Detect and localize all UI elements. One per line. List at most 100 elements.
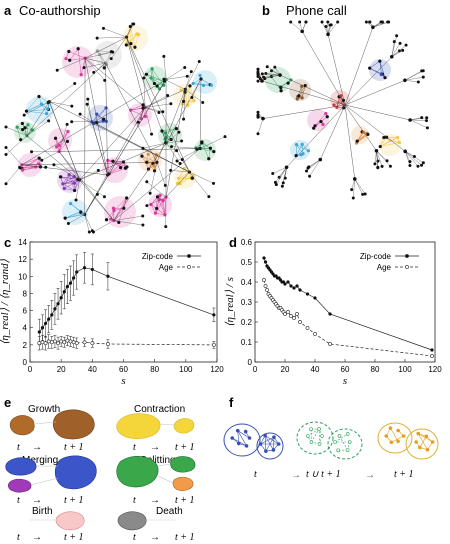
- data-point: [211, 342, 216, 347]
- death-t1: t + 1: [175, 532, 195, 543]
- panel-a-label: a: [4, 3, 12, 18]
- community-cluster: [62, 46, 94, 78]
- data-point: [212, 313, 216, 317]
- series-age: [262, 278, 434, 358]
- data-point: [37, 341, 42, 346]
- community-cluster: [18, 153, 43, 177]
- data-point: [292, 316, 296, 320]
- community-cluster: [48, 128, 72, 154]
- growth-event: Growth t → t + 1: [9, 404, 95, 453]
- death-label: Death: [156, 506, 183, 517]
- data-point: [106, 342, 110, 346]
- y-tick-label: 0.4: [241, 278, 253, 287]
- contraction-event: Contraction t → t + 1: [116, 404, 195, 453]
- splitting-t: t: [133, 495, 136, 506]
- splitting-label: Splitting: [140, 455, 176, 466]
- coauthorship-network: [4, 22, 227, 234]
- panel-e-label: e: [4, 395, 11, 410]
- panel-b-label: b: [262, 3, 270, 18]
- data-point: [106, 274, 110, 278]
- series-zip-code: [37, 252, 216, 346]
- death-event: Death t → t + 1: [117, 506, 195, 543]
- data-point: [283, 312, 287, 316]
- contraction-t: t: [133, 442, 136, 453]
- community-cluster: [104, 196, 136, 228]
- x-tick-label: 20: [57, 365, 66, 374]
- data-point: [47, 317, 51, 321]
- merging-label: Merging: [22, 455, 58, 466]
- f-arrow-1: →: [291, 470, 301, 481]
- data-point: [43, 341, 48, 346]
- data-point: [90, 267, 94, 272]
- community-cluster: [148, 193, 172, 217]
- data-point: [62, 340, 67, 345]
- community-cluster: [143, 66, 168, 91]
- y-tick-label: 10: [18, 272, 27, 281]
- x-tick-label: 20: [281, 365, 290, 374]
- merging-arrow: →: [32, 495, 42, 506]
- x-tick-label: 100: [398, 365, 412, 374]
- x-tick-label: 40: [88, 365, 97, 374]
- splitting-t1: t + 1: [175, 495, 195, 506]
- contraction-t1: t + 1: [175, 442, 195, 453]
- community-cluster: [191, 70, 217, 94]
- community-events-panel: Growth t → t + 1 Contraction t → t + 1 M…: [5, 404, 196, 543]
- splitting-event: Splitting t → t + 1: [116, 455, 196, 506]
- series-age: [37, 334, 216, 351]
- legend-marker: [405, 265, 409, 269]
- inter-community-links: [4, 22, 227, 234]
- community-cluster: [57, 167, 83, 193]
- data-point: [295, 284, 299, 288]
- y-tick-label: 0.2: [241, 318, 253, 327]
- data-point: [62, 290, 66, 294]
- merging-community-b: [8, 478, 32, 493]
- communities-at-t: t: [223, 423, 284, 480]
- data-point: [430, 348, 434, 352]
- data-point: [262, 256, 266, 260]
- x-axis-label: s: [343, 375, 347, 387]
- merging-t: t: [17, 495, 20, 506]
- y-tick-label: 0.3: [241, 298, 253, 307]
- y-tick-label: 0: [248, 358, 253, 367]
- community-matching-panel: t → t ∪ t + 1 → t + 1: [223, 421, 439, 481]
- data-point: [65, 338, 70, 343]
- y-tick-label: 0: [23, 358, 28, 367]
- y-tick-label: 6: [23, 307, 28, 316]
- death-community: [117, 511, 147, 531]
- y-tick-label: 0.5: [241, 258, 253, 267]
- birth-community: [55, 511, 85, 531]
- data-point: [286, 310, 290, 314]
- data-point: [49, 340, 54, 345]
- network-t1: [384, 426, 435, 452]
- data-point: [71, 340, 76, 345]
- growth-community-t: [9, 415, 35, 436]
- legend-marker: [187, 265, 191, 269]
- splitting-community-a: [170, 456, 196, 473]
- series-line: [39, 267, 215, 333]
- growth-arrow: →: [32, 442, 42, 453]
- data-point: [262, 278, 266, 282]
- x-tick-label: 0: [253, 365, 258, 374]
- data-point: [313, 332, 317, 336]
- community-cluster: [128, 103, 152, 127]
- panel-c-label: c: [4, 235, 11, 250]
- communities-at-t1: t + 1: [377, 422, 439, 480]
- y-tick-label: 0.6: [241, 238, 253, 247]
- x-tick-label: 120: [428, 365, 442, 374]
- growth-t1: t + 1: [64, 442, 84, 453]
- merging-t1: t + 1: [64, 495, 84, 506]
- data-point: [68, 281, 73, 285]
- plot-frame: [254, 241, 436, 363]
- chart-c: 0 20 40 60 80 100 120 0 2 4 6 8 10 12 14 s ⟨η_real⟩ / ⟨η…: [0, 238, 224, 387]
- data-point: [59, 296, 63, 300]
- splitting-community-t: [116, 456, 159, 488]
- data-point: [53, 307, 57, 311]
- y-axis-label: ⟨η_real⟩ / s: [224, 277, 236, 327]
- series-line: [263, 279, 433, 357]
- community-cluster: [194, 139, 216, 161]
- contraction-arrow: →: [150, 442, 160, 453]
- legend-entry: Age: [377, 263, 392, 272]
- f-arrow-2: →: [365, 470, 375, 481]
- community-cluster: [24, 94, 54, 124]
- y-axis-label: ⟨η_real⟩ / ⟨η_rand⟩: [0, 258, 11, 344]
